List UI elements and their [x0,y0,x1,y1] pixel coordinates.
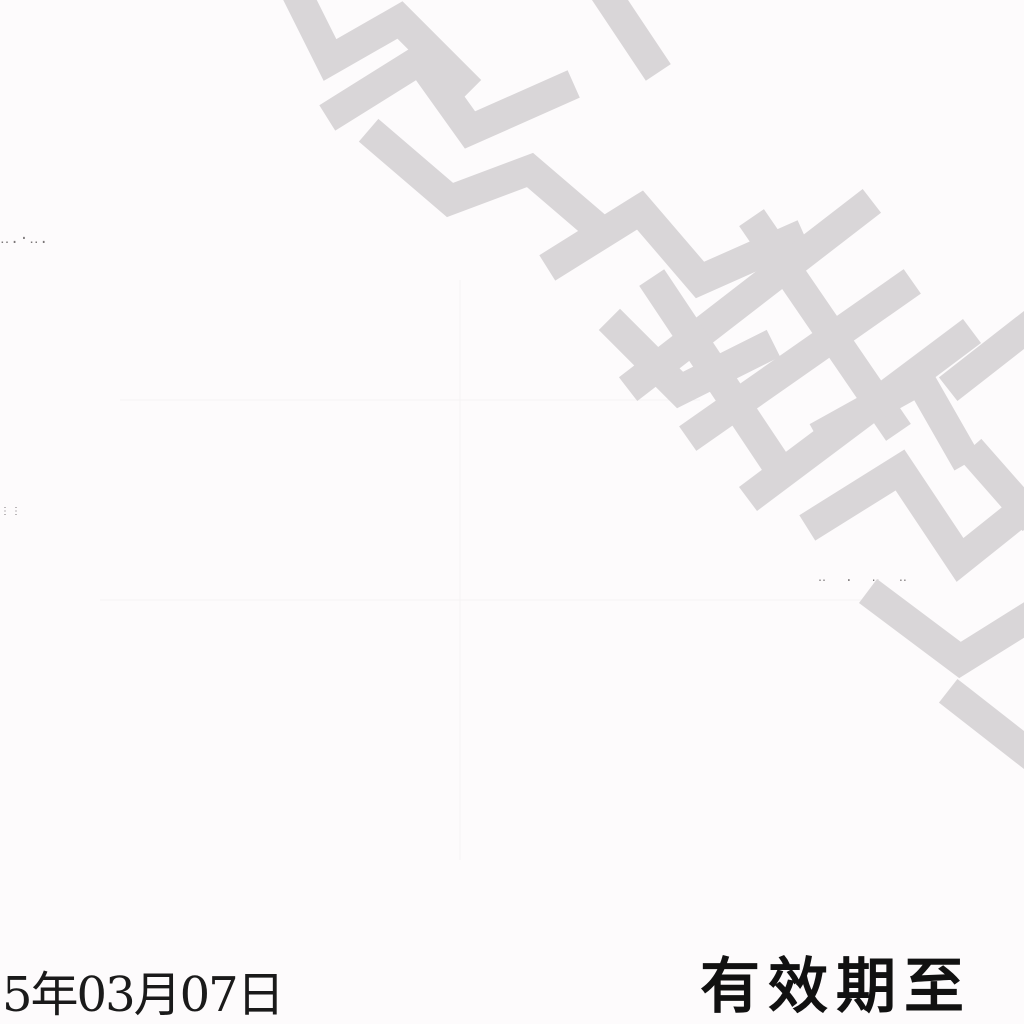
valid-until-label: 有效期至 [700,952,972,1022]
scan-artifact-right-mid: ‥ . ‥ ‥ [818,570,913,584]
scan-artifact-left-top: ‥.·‥. [0,231,49,247]
issue-date: 5年03月07日 [2,967,285,1023]
scan-artifact-left-mid: ⋮⋮ [0,506,22,517]
